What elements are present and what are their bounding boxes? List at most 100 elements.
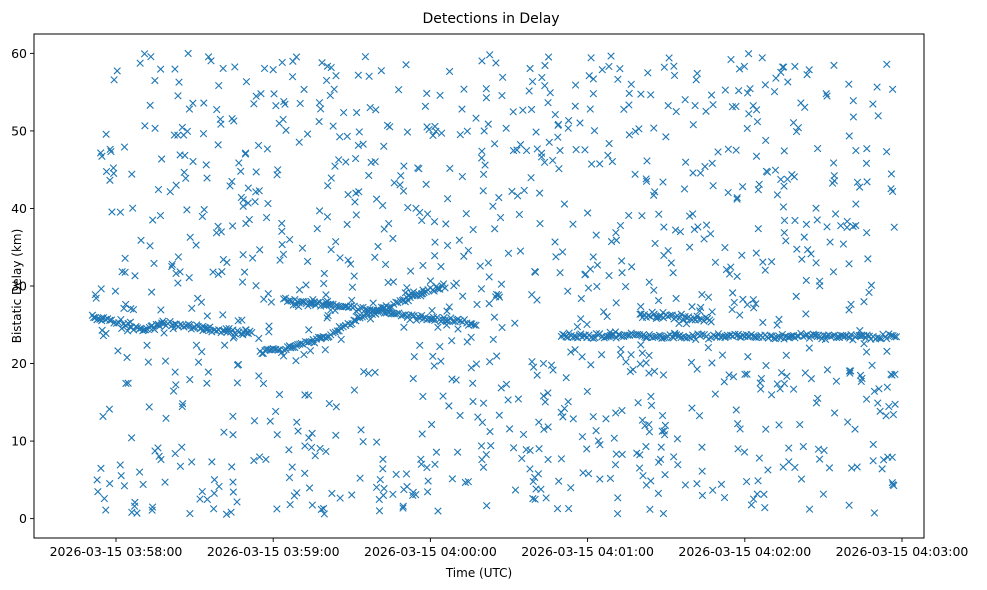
scatter-point	[422, 180, 430, 189]
scatter-point	[418, 216, 426, 225]
scatter-point	[285, 235, 294, 244]
scatter-point	[442, 321, 451, 329]
scatter-point	[516, 247, 525, 255]
scatter-point	[586, 105, 594, 113]
scatter-point	[473, 300, 481, 309]
scatter-point	[790, 173, 799, 181]
scatter-point	[805, 505, 814, 513]
scatter-point	[329, 122, 337, 130]
scatter-point	[147, 288, 156, 296]
scatter-point	[327, 174, 335, 182]
scatter-point	[419, 286, 427, 294]
scatter-point	[692, 76, 700, 84]
scatter-point	[428, 306, 436, 315]
scatter-point	[701, 162, 709, 171]
scatter-point	[617, 345, 625, 353]
scatter-point	[720, 378, 728, 386]
scatter-point	[793, 332, 801, 340]
scatter-point	[297, 339, 305, 348]
scatter-point	[743, 370, 751, 378]
scatter-point	[279, 250, 288, 259]
scatter-point	[175, 78, 183, 86]
chart-title: Detections in Delay	[422, 11, 559, 27]
scatter-point	[606, 474, 615, 483]
scatter-point	[569, 220, 577, 228]
scatter-point	[529, 477, 537, 486]
scatter-point	[815, 455, 824, 463]
scatter-point	[255, 246, 264, 254]
scatter-point	[581, 146, 589, 154]
scatter-point	[274, 346, 282, 354]
scatter-point	[541, 61, 549, 70]
scatter-point	[851, 425, 859, 433]
scatter-point	[176, 462, 185, 471]
scatter-point	[801, 103, 809, 111]
scatter-point	[106, 479, 114, 488]
scatter-point	[656, 455, 665, 464]
scatter-point	[799, 332, 807, 341]
scatter-point	[154, 444, 162, 452]
scatter-point	[250, 456, 258, 465]
scatter-point	[484, 120, 492, 128]
scatter-point	[135, 325, 144, 333]
scatter-point	[644, 69, 652, 77]
scatter-point	[409, 288, 418, 296]
scatter-point	[884, 453, 892, 461]
scatter-point	[262, 455, 270, 464]
scatter-point	[313, 225, 321, 233]
scatter-point	[782, 237, 790, 245]
scatter-point	[183, 206, 191, 214]
scatter-point	[241, 150, 250, 158]
scatter-point	[116, 461, 124, 469]
scatter-point	[515, 210, 524, 219]
scatter-point	[497, 280, 506, 288]
scatter-point	[286, 342, 294, 351]
scatter-point	[252, 281, 260, 290]
scatter-point	[460, 85, 468, 93]
scatter-point	[549, 156, 557, 165]
scatter-point	[551, 238, 559, 246]
scatter-point	[791, 216, 799, 225]
scatter-point	[412, 204, 420, 213]
scatter-point	[478, 154, 486, 162]
scatter-point	[621, 282, 630, 291]
scatter-point	[248, 328, 256, 337]
scatter-point	[425, 125, 433, 134]
scatter-point	[351, 154, 360, 163]
scatter-point	[308, 501, 317, 509]
scatter-point	[638, 211, 646, 220]
scatter-point	[553, 504, 562, 513]
scatter-point	[583, 445, 591, 453]
y-tick-label: 10	[11, 434, 27, 449]
scatter-point	[127, 434, 136, 442]
scatter-point	[714, 330, 723, 338]
scatter-point	[733, 193, 741, 202]
scatter-point	[170, 131, 179, 139]
scatter-point	[852, 146, 860, 155]
scatter-point	[305, 434, 313, 442]
scatter-point	[219, 64, 227, 73]
scatter-point	[102, 506, 110, 514]
scatter-point	[688, 210, 697, 218]
scatter-point	[315, 207, 324, 215]
scatter-point	[337, 335, 345, 344]
scatter-point	[379, 201, 387, 210]
scatter-point	[254, 141, 263, 150]
x-axis-label: Time (UTC)	[445, 566, 512, 580]
scatter-point	[176, 268, 184, 276]
scatter-point	[431, 460, 439, 468]
scatter-point	[202, 161, 210, 169]
scatter-point	[803, 70, 811, 79]
scatter-point	[409, 491, 417, 499]
scatter-point	[474, 413, 482, 421]
scatter-point	[348, 283, 357, 291]
scatter-point	[882, 334, 891, 343]
scatter-point	[867, 281, 876, 289]
scatter-point	[161, 357, 170, 365]
scatter-point	[174, 279, 182, 287]
scatter-point	[509, 444, 518, 452]
scatter-point	[734, 86, 743, 95]
scatter-point	[196, 495, 204, 503]
scatter-point	[212, 229, 221, 237]
scatter-point	[228, 177, 236, 186]
